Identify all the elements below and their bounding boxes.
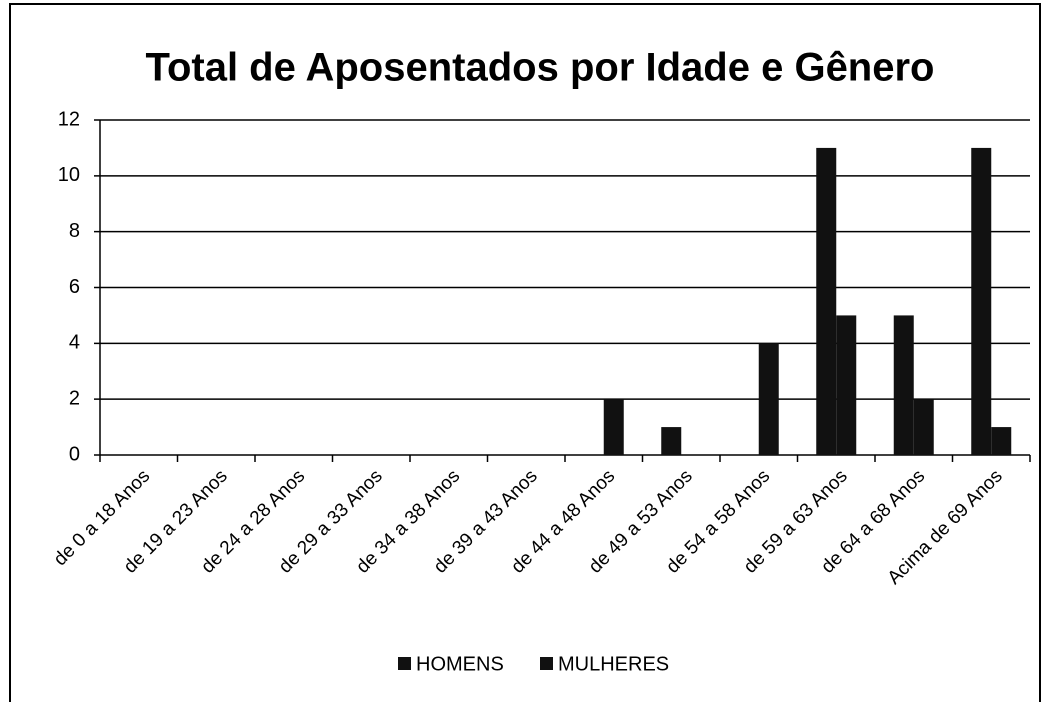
y-tick-label: 0: [69, 443, 80, 465]
bar: [971, 147, 992, 455]
y-tick-label: 6: [69, 276, 80, 298]
bar: [661, 427, 682, 455]
bar: [836, 315, 857, 455]
y-tick-label: 8: [69, 220, 80, 242]
legend-swatch: [540, 657, 553, 670]
bar: [991, 427, 1012, 455]
y-tick-label: 4: [69, 332, 80, 354]
y-tick-label: 2: [69, 387, 80, 409]
chart-title: Total de Aposentados por Idade e Gênero: [145, 46, 934, 90]
bar: [603, 399, 624, 455]
chart-border: [9, 3, 1041, 702]
y-tick-label: 10: [58, 164, 80, 186]
bar: [893, 315, 914, 455]
legend-swatch: [398, 657, 411, 670]
bar: [816, 147, 837, 455]
legend-label: HOMENS: [416, 653, 504, 675]
legend-label: MULHERES: [558, 653, 669, 675]
bar: [758, 343, 779, 455]
bar: [913, 399, 934, 455]
y-tick-label: 12: [58, 108, 80, 130]
